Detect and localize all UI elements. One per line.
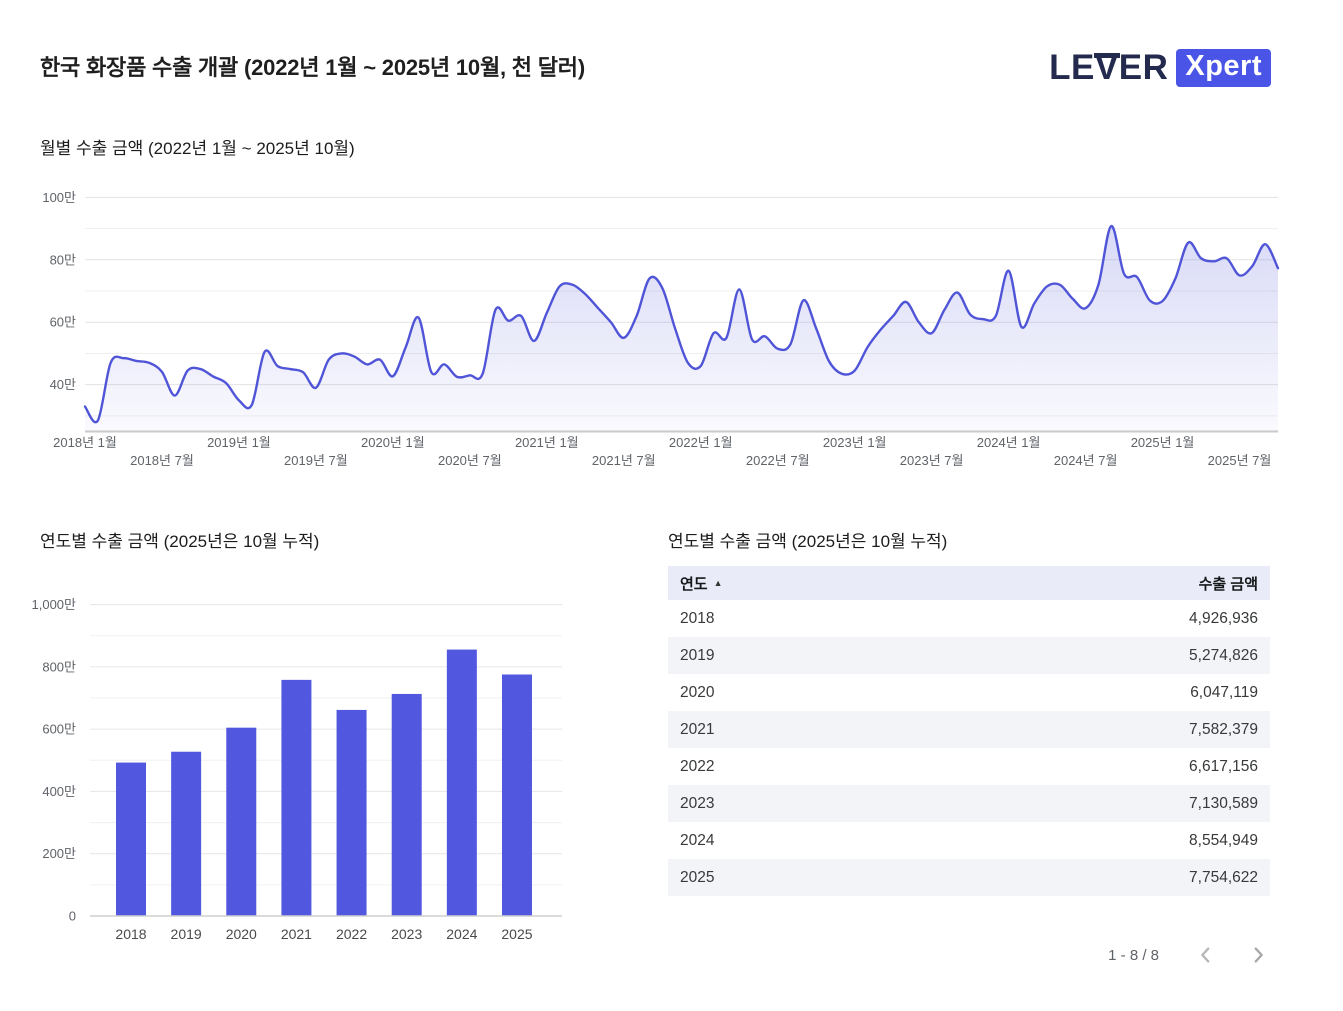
- bar-2022: [336, 709, 367, 916]
- logo-wordmark: LE V ER: [1049, 48, 1168, 88]
- x-axis-tick: 2021년 1월: [515, 435, 579, 450]
- year-cell: 2021: [680, 720, 715, 738]
- logo-xpert-badge: Xpert: [1176, 49, 1271, 87]
- x-axis-tick: 2021: [281, 926, 312, 942]
- amount-cell: 6,047,119: [1190, 683, 1258, 701]
- amount-cell: 8,554,949: [1189, 831, 1258, 849]
- x-axis-tick: 2018: [115, 926, 146, 942]
- bar-2019: [171, 751, 202, 916]
- x-axis-tick: 2023: [391, 926, 422, 942]
- year-column-label: 연도: [680, 575, 708, 593]
- x-axis-tick: 2024: [446, 926, 477, 942]
- logo-le: LE: [1049, 48, 1095, 87]
- y-axis-tick: 400만: [42, 784, 76, 799]
- y-axis-tick: 0: [69, 909, 76, 924]
- x-axis-tick: 2019년 7월: [284, 453, 348, 468]
- table-pagination: 1 - 8 / 8: [1108, 942, 1271, 968]
- year-cell: 2024: [680, 831, 715, 849]
- sort-asc-icon: ▲: [713, 577, 723, 588]
- bar-2025: [501, 674, 532, 916]
- x-axis-tick: 2025년 7월: [1208, 453, 1272, 468]
- amount-cell: 7,130,589: [1189, 794, 1258, 812]
- year-cell: 2020: [680, 683, 715, 701]
- yearly-export-table: 연도별 수출 금액 (2025년은 10월 누적) 연도 ▲ 수출 금액 201…: [668, 527, 1270, 896]
- page-title: 한국 화장품 수출 개괄 (2022년 1월 ~ 2025년 10월, 천 달러…: [40, 55, 585, 80]
- table-row-2025[interactable]: 2025 7,754,622: [668, 859, 1270, 896]
- year-cell: 2025: [680, 868, 715, 886]
- monthly-export-line-chart: 40만 60만 80만 100만 2018년 1월 2018년 7월 2019년 1월 201…: [42, 190, 1280, 468]
- x-axis-tick: 2023년 1월: [823, 435, 887, 450]
- bar-2024: [446, 649, 477, 916]
- x-axis-tick: 2022: [336, 926, 367, 942]
- table-body: 2018 4,926,936 2019 5,274,826 2020 6,047,119 2…: [668, 600, 1270, 896]
- x-axis-tick: 2023년 7월: [900, 453, 964, 468]
- bar-2023: [391, 693, 422, 916]
- table-row-2018[interactable]: 2018 4,926,936: [668, 600, 1270, 637]
- x-axis-tick: 2025: [501, 926, 532, 942]
- x-axis-tick: 2019: [171, 926, 202, 942]
- amount-cell: 5,274,826: [1189, 646, 1258, 664]
- x-axis-tick: 2024년 7월: [1054, 453, 1118, 468]
- table-title: 연도별 수출 금액 (2025년은 10월 누적): [668, 532, 948, 551]
- y-axis-tick: 800만: [42, 659, 76, 674]
- page-range-label: 1 - 8 / 8: [1108, 946, 1159, 964]
- y-axis-tick: 60만: [50, 315, 76, 330]
- x-axis-tick: 2020년 1월: [361, 435, 425, 450]
- table-row-2020[interactable]: 2020 6,047,119: [668, 674, 1270, 711]
- chevron-right-icon: [1254, 947, 1263, 963]
- yearly-export-bar-chart: 0 200만 400만 600만 800만 1,000만 2018 2019 2020 2021 2…: [32, 597, 562, 942]
- table-header-amount[interactable]: 수출 금액: [1198, 575, 1258, 593]
- y-axis-tick: 600만: [42, 722, 76, 737]
- x-axis-tick: 2024년 1월: [977, 435, 1041, 450]
- monthly-chart-title: 월별 수출 금액 (2022년 1월 ~ 2025년 10월): [40, 139, 355, 158]
- x-axis-tick: 2019년 1월: [207, 435, 271, 450]
- amount-cell: 4,926,936: [1189, 609, 1258, 627]
- x-axis-tick: 2021년 7월: [592, 453, 656, 468]
- y-axis-tick: 80만: [50, 252, 76, 267]
- x-axis-tick: 2020: [226, 926, 257, 942]
- lever-xpert-logo: LE V ER Xpert: [1049, 48, 1271, 88]
- export-line-series: [83, 224, 1280, 424]
- amount-cell: 7,754,622: [1189, 868, 1258, 886]
- x-axis-tick: 2025년 1월: [1131, 435, 1195, 450]
- x-axis-tick: 2018년 7월: [130, 453, 194, 468]
- table-row-2023[interactable]: 2023 7,130,589: [668, 785, 1270, 822]
- y-axis-tick: 40만: [50, 377, 76, 392]
- logo-er: ER: [1118, 48, 1169, 87]
- y-axis-tick: 100만: [42, 190, 76, 205]
- x-axis-tick: 2020년 7월: [438, 453, 502, 468]
- line-area-fill: [85, 226, 1278, 432]
- year-cell: 2018: [680, 609, 715, 627]
- amount-cell: 6,617,156: [1189, 757, 1258, 775]
- x-axis-tick: 2022년 7월: [746, 453, 810, 468]
- next-page-button[interactable]: [1245, 942, 1271, 968]
- year-cell: 2019: [680, 646, 715, 664]
- y-axis-tick: 1,000만: [32, 597, 77, 612]
- table-row-2021[interactable]: 2021 7,582,379: [668, 711, 1270, 748]
- chevron-left-icon: [1201, 947, 1210, 963]
- bar-2020: [226, 727, 257, 916]
- x-axis-tick: 2022년 1월: [669, 435, 733, 450]
- y-axis-tick: 200만: [42, 846, 76, 861]
- logo-v-glyph: V: [1093, 48, 1120, 87]
- table-header-row: 연도 ▲ 수출 금액: [668, 566, 1270, 600]
- bar-2021: [281, 679, 312, 916]
- year-cell: 2022: [680, 757, 715, 775]
- table-row-2019[interactable]: 2019 5,274,826: [668, 637, 1270, 674]
- year-cell: 2023: [680, 794, 715, 812]
- table-row-2022[interactable]: 2022 6,617,156: [668, 748, 1270, 785]
- table-row-2024[interactable]: 2024 8,554,949: [668, 822, 1270, 859]
- x-axis-tick: 2018년 1월: [53, 435, 117, 450]
- prev-page-button[interactable]: [1193, 942, 1219, 968]
- yearly-chart-title: 연도별 수출 금액 (2025년은 10월 누적): [40, 532, 320, 551]
- table-header-year[interactable]: 연도 ▲: [668, 573, 1199, 594]
- amount-cell: 7,582,379: [1189, 720, 1258, 738]
- bar-2018: [116, 762, 146, 916]
